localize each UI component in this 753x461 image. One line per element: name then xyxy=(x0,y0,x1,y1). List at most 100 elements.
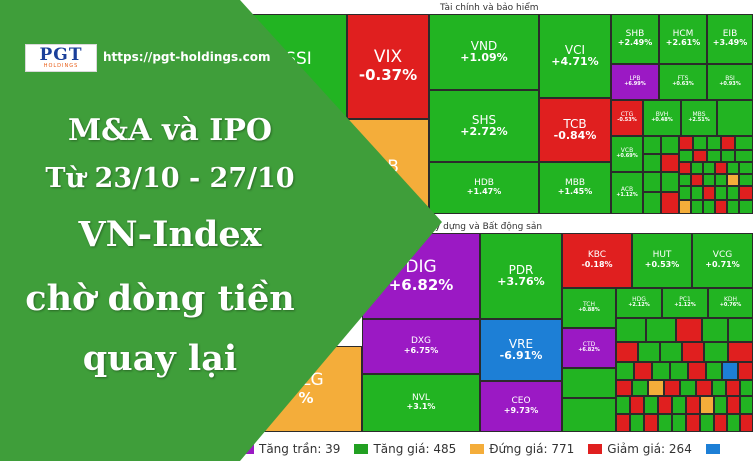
treemap-tile[interactable] xyxy=(704,342,728,362)
treemap-cell-shs[interactable]: SHS +2.72% xyxy=(429,90,539,162)
treemap-cell-kbc[interactable]: KBC -0.18% xyxy=(562,233,632,288)
treemap-tile[interactable] xyxy=(727,162,739,174)
treemap-tile[interactable] xyxy=(735,150,753,162)
treemap-tile[interactable] xyxy=(616,414,630,432)
treemap-cell-hdg[interactable]: HDG +2.12% xyxy=(616,288,662,318)
treemap-tile[interactable] xyxy=(703,174,715,186)
treemap-cell-mbs[interactable]: MBS +2.51% xyxy=(681,100,717,136)
treemap-tile[interactable] xyxy=(644,396,658,414)
treemap-tile[interactable] xyxy=(658,396,672,414)
treemap-tile[interactable] xyxy=(632,380,648,396)
treemap-tile[interactable] xyxy=(664,380,680,396)
treemap-tile[interactable] xyxy=(630,396,644,414)
treemap-tile[interactable] xyxy=(679,150,693,162)
treemap-tile[interactable] xyxy=(682,342,704,362)
treemap-tile[interactable] xyxy=(679,174,691,186)
treemap-cell-ctd[interactable]: CTD +6.82% xyxy=(562,328,616,368)
treemap-tile[interactable] xyxy=(672,414,686,432)
treemap-tile[interactable] xyxy=(686,414,700,432)
treemap-tile[interactable] xyxy=(661,192,679,214)
treemap-tile[interactable] xyxy=(562,398,616,432)
treemap-tile[interactable] xyxy=(703,200,715,214)
treemap-cell-acb[interactable]: ACB +1.12% xyxy=(611,172,643,214)
treemap-tile[interactable] xyxy=(728,342,753,362)
treemap-tile[interactable] xyxy=(676,318,702,342)
treemap-tile[interactable] xyxy=(691,200,703,214)
treemap-tile[interactable] xyxy=(703,186,715,200)
treemap-cell-vpb[interactable]: PB xyxy=(347,119,429,217)
treemap-tile[interactable] xyxy=(715,200,727,214)
treemap-tile[interactable] xyxy=(715,174,727,186)
treemap-cell-shb[interactable]: SHB +2.49% xyxy=(611,14,659,64)
treemap-cell-hdb[interactable]: HDB +1.47% xyxy=(429,162,539,214)
website-url[interactable]: https://pgt-holdings.com xyxy=(103,50,271,64)
treemap-tile[interactable] xyxy=(688,362,706,380)
treemap-tile[interactable] xyxy=(700,414,714,432)
treemap-tile[interactable] xyxy=(712,380,726,396)
treemap-cell-pc1[interactable]: PC1 +1.12% xyxy=(662,288,708,318)
treemap-cell-mbb[interactable]: MBB +1.45% xyxy=(539,162,611,214)
treemap-cell-kdh[interactable]: KDH +0.76% xyxy=(708,288,753,318)
treemap-cell-ssi[interactable]: SSI % xyxy=(250,14,347,122)
treemap-tile[interactable] xyxy=(686,396,700,414)
treemap-tile[interactable] xyxy=(696,380,712,396)
treemap-tile[interactable] xyxy=(661,136,679,154)
treemap-tile[interactable] xyxy=(672,396,686,414)
treemap-tile[interactable] xyxy=(691,174,703,186)
treemap-tile[interactable] xyxy=(658,414,672,432)
treemap-cell-eib[interactable]: EIB +3.49% xyxy=(707,14,753,64)
treemap-tile[interactable] xyxy=(728,318,753,342)
treemap-cell-hut[interactable]: HUT +0.53% xyxy=(632,233,692,288)
treemap-tile[interactable] xyxy=(739,174,753,186)
treemap-tile[interactable] xyxy=(714,396,727,414)
treemap-cell-tcb[interactable]: TCB -0.84% xyxy=(539,98,611,162)
treemap-tile[interactable] xyxy=(702,318,728,342)
treemap-tile[interactable] xyxy=(717,100,753,136)
treemap-tile[interactable] xyxy=(721,136,735,150)
treemap-tile[interactable] xyxy=(721,150,735,162)
treemap-tile[interactable] xyxy=(638,342,660,362)
treemap-tile[interactable] xyxy=(648,380,664,396)
treemap-cell-dig[interactable]: DIG +6.82% xyxy=(362,233,480,319)
treemap-cell-vix[interactable]: VIX -0.37% xyxy=(347,14,429,119)
treemap-tile[interactable] xyxy=(703,162,715,174)
treemap-tile[interactable] xyxy=(680,380,696,396)
treemap-tile[interactable] xyxy=(679,136,693,150)
treemap-cell-hcm[interactable]: HCM +2.61% xyxy=(659,14,707,64)
treemap-tile[interactable] xyxy=(715,186,727,200)
treemap-tile[interactable] xyxy=(634,362,652,380)
treemap-cell-vci[interactable]: VCI +4.71% xyxy=(539,14,611,98)
treemap-tile[interactable] xyxy=(739,186,753,200)
treemap-tile[interactable] xyxy=(739,200,753,214)
treemap-cell-vcb[interactable]: VCB +0.69% xyxy=(611,136,643,172)
treemap-cell-vnd[interactable]: VND +1.09% xyxy=(429,14,539,90)
treemap-tile[interactable] xyxy=(706,362,722,380)
treemap-tile[interactable] xyxy=(616,396,630,414)
treemap-tile[interactable] xyxy=(727,200,739,214)
treemap-tile[interactable] xyxy=(738,362,753,380)
treemap-tile[interactable] xyxy=(700,396,714,414)
treemap-cell-ctg[interactable]: CTG -0.53% xyxy=(611,100,643,136)
treemap-tile[interactable] xyxy=(726,380,740,396)
treemap-cell-bvh[interactable]: BVH +0.48% xyxy=(643,100,681,136)
treemap-cell-dxg[interactable]: DXG +6.75% xyxy=(362,319,480,374)
treemap-tile[interactable] xyxy=(646,318,676,342)
treemap-tile[interactable] xyxy=(707,150,721,162)
treemap-tile[interactable] xyxy=(740,396,753,414)
treemap-tile[interactable] xyxy=(679,186,691,200)
treemap-tile[interactable] xyxy=(616,362,634,380)
treemap-tile[interactable] xyxy=(693,136,707,150)
treemap-tile[interactable] xyxy=(739,162,753,174)
treemap-cell-nvl[interactable]: NVL +3.1% xyxy=(362,374,480,432)
treemap-tile[interactable] xyxy=(661,172,679,192)
treemap-tile[interactable] xyxy=(714,414,727,432)
treemap-tile[interactable] xyxy=(616,342,638,362)
treemap-tile[interactable] xyxy=(643,136,661,154)
treemap-tile[interactable] xyxy=(679,200,691,214)
treemap-tile[interactable] xyxy=(707,136,721,150)
treemap-cell-bsi[interactable]: BSI +0.93% xyxy=(707,64,753,100)
treemap-tile[interactable] xyxy=(727,174,739,186)
pgt-logo[interactable]: PGT HOLDINGS xyxy=(25,44,97,72)
treemap-tile[interactable] xyxy=(691,186,703,200)
treemap-cell-fts[interactable]: FTS +0.63% xyxy=(659,64,707,100)
